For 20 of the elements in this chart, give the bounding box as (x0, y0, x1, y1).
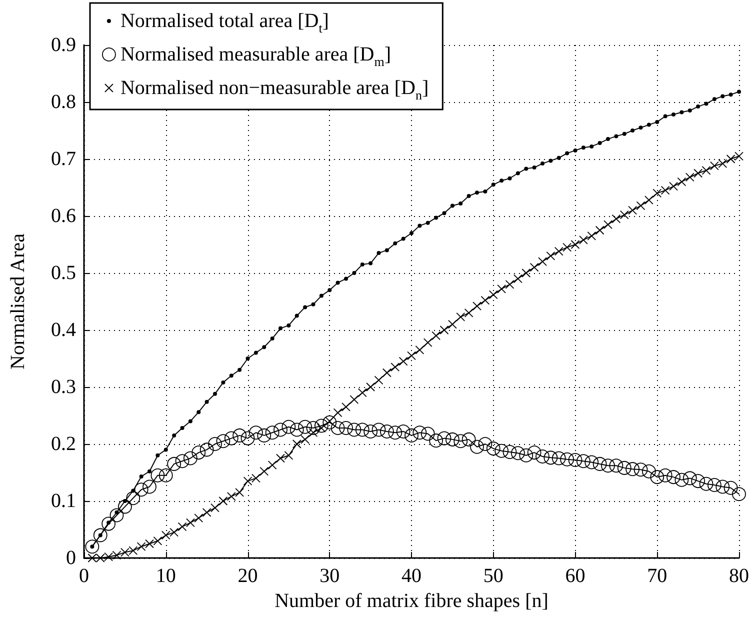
y-tick-label: 0.4 (51, 319, 76, 341)
y-tick-label: 0.5 (51, 262, 76, 284)
x-tick-label: 60 (565, 565, 586, 587)
x-tick-label: 10 (156, 565, 176, 587)
y-tick-label: 0.1 (51, 490, 76, 512)
y-tick-label: 0.6 (51, 205, 76, 227)
x-tick-label: 70 (647, 565, 668, 587)
y-tick-label: 0.8 (51, 91, 76, 113)
x-tick-label: 20 (238, 565, 258, 587)
y-axis-title: Normalised Area (7, 233, 29, 370)
x-tick-label: 40 (402, 565, 422, 587)
y-tick-label: 0.3 (51, 376, 76, 398)
y-tick-label: 0 (66, 547, 76, 569)
x-tick-label: 80 (729, 565, 749, 587)
y-tick-label: 0.7 (51, 148, 76, 170)
y-tick-label: 0.9 (51, 34, 76, 56)
x-tick-label: 30 (320, 565, 340, 587)
y-tick-label: 0.2 (51, 433, 76, 455)
x-tick-label: 50 (483, 565, 504, 587)
x-axis-title: Number of matrix fibre shapes [n] (274, 590, 548, 612)
